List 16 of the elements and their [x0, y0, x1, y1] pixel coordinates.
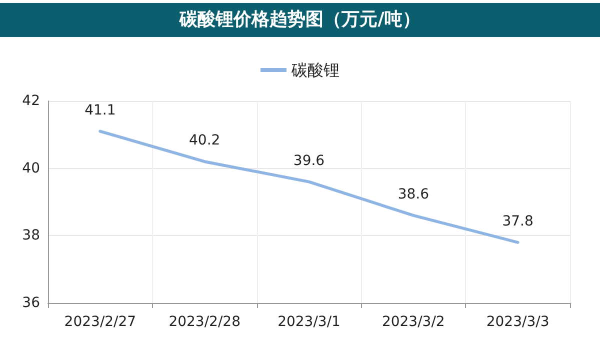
data-label: 41.1 [84, 102, 116, 118]
y-tick-label: 42 [22, 93, 40, 109]
y-tick-label: 40 [22, 160, 40, 176]
x-tick-label: 2023/3/3 [486, 314, 550, 330]
data-label: 37.8 [502, 213, 534, 230]
legend-label: 碳酸锂 [290, 60, 340, 80]
x-tick-label: 2023/3/2 [382, 314, 445, 330]
chart-title: 碳酸锂价格趋势图（万元/吨） [0, 3, 600, 37]
x-tick-label: 2023/2/27 [64, 314, 136, 330]
x-tick-label: 2023/2/28 [168, 314, 240, 330]
data-label: 40.2 [189, 132, 220, 149]
x-tick-label: 2023/3/1 [278, 314, 340, 330]
data-label: 38.6 [398, 186, 430, 202]
data-label: 39.6 [293, 152, 325, 169]
y-tick-label: 36 [22, 295, 40, 311]
y-tick-label: 38 [22, 228, 40, 244]
